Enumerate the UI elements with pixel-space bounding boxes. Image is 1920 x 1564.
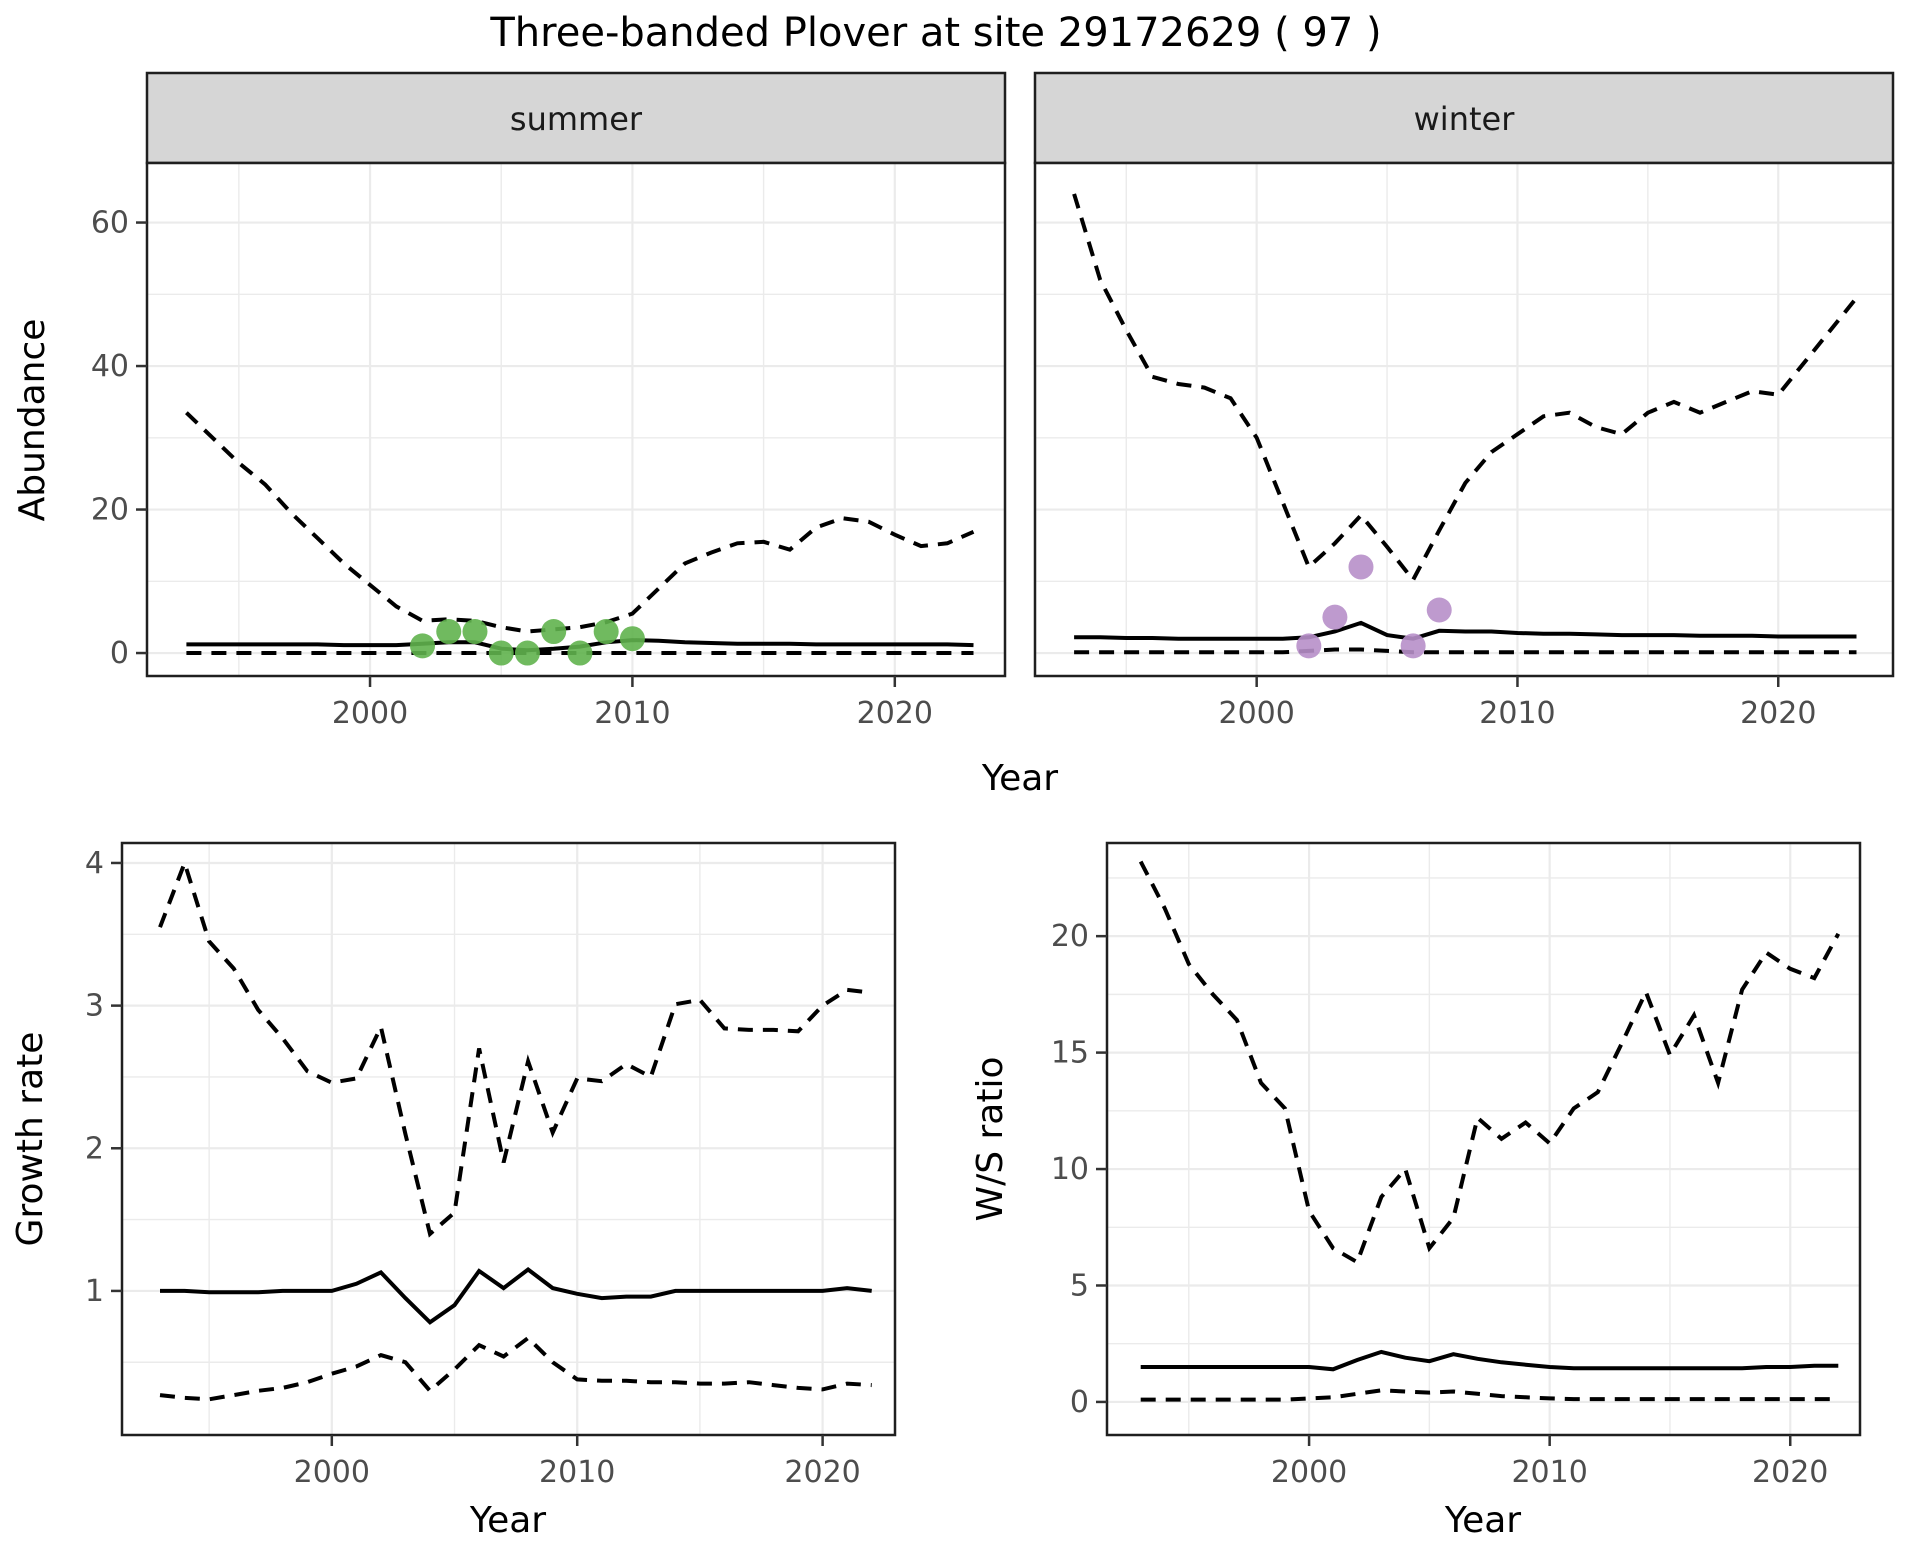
y-tick-label: 20	[1051, 919, 1089, 954]
observed-counts-winter-point	[1322, 604, 1348, 630]
facet-strip-summer: summer	[145, 71, 1007, 165]
y-tick-label: 0	[1070, 1385, 1089, 1420]
panel-growth-rate: 2000 2010 2020 1 2 3 4	[85, 841, 897, 1490]
observed-counts-summer-point	[514, 640, 540, 666]
x-tick-label: 2010	[1479, 696, 1555, 731]
facet-strip-winter: winter	[1033, 71, 1895, 165]
facet-strip-summer-bg	[145, 71, 1007, 165]
y-axis-title-growth-rate: Growth rate	[10, 1032, 51, 1247]
observed-counts-summer-point	[567, 640, 593, 666]
y-tick-label: 0	[110, 636, 129, 671]
y-tick-label: 3	[85, 989, 104, 1024]
series-upper_95ci	[185, 411, 975, 634]
panel-border	[1033, 161, 1895, 678]
series-upper_95ci	[1072, 193, 1859, 584]
panel-abundance-winter: 2000 2010 2020	[1033, 161, 1895, 731]
y-tick-label: 1	[85, 1274, 104, 1309]
y-axis-title-abundance: Abundance	[12, 319, 53, 522]
observed-counts-summer-point	[488, 640, 514, 666]
panel-border	[145, 161, 1007, 678]
series-lower_95ci	[1140, 1388, 1839, 1402]
panel-border	[120, 841, 897, 1437]
panel-background	[147, 163, 1005, 676]
observed-counts-winter-point	[1426, 597, 1452, 623]
x-tick-label: 2010	[1511, 1455, 1587, 1490]
series-lower_95ci	[1074, 647, 1857, 655]
x-tick-label: 2020	[1752, 1455, 1828, 1490]
x-tick-label: 2000	[332, 696, 408, 731]
y-axis-title-ws-ratio: W/S ratio	[970, 1056, 1011, 1221]
observed-counts-summer-point	[619, 626, 645, 652]
y-tick-label: 40	[91, 349, 129, 384]
x-tick-label: 2020	[784, 1455, 860, 1490]
chart-title: Three-banded Plover at site 29172629 ( 9…	[489, 10, 1381, 56]
panel-ws-ratio: 2000 2010 2020 0 5 10 15 20	[1051, 841, 1862, 1490]
facet-strip-winter-bg	[1033, 71, 1895, 165]
y-tick-label: 4	[85, 846, 104, 881]
y-tick-label: 10	[1051, 1152, 1089, 1187]
facet-strip-winter-label: winter	[1414, 100, 1516, 138]
x-tick-label: 2010	[539, 1455, 615, 1490]
observed-counts-winter-point	[1400, 633, 1426, 659]
series-lower_95ci	[159, 1335, 872, 1402]
series-upper_95ci	[1138, 860, 1841, 1266]
panel-background	[1035, 163, 1893, 676]
panel-background	[1107, 843, 1860, 1435]
panel-border	[1105, 841, 1862, 1437]
y-tick-label: 20	[91, 493, 129, 528]
series-median	[1074, 620, 1857, 641]
x-axis-title-year-growth: Year	[469, 1500, 546, 1541]
observed-counts-winter-point	[1296, 633, 1322, 659]
panel-background	[122, 843, 895, 1435]
x-tick-label: 2020	[1740, 696, 1816, 731]
y-tick-label: 60	[91, 206, 129, 241]
x-tick-label: 2020	[857, 696, 933, 731]
observed-counts-summer-point	[541, 619, 567, 645]
x-tick-label: 2000	[1271, 1455, 1347, 1490]
x-tick-label: 2010	[594, 696, 670, 731]
y-tick-label: 2	[85, 1131, 104, 1166]
x-tick-label: 2000	[294, 1455, 370, 1490]
series-median	[1140, 1349, 1839, 1372]
observed-counts-summer-point	[436, 619, 462, 645]
x-axis-title-year-ws: Year	[1444, 1500, 1521, 1541]
x-axis-title-year-top: Year	[981, 758, 1058, 799]
observed-counts-winter-point	[1348, 554, 1374, 580]
observed-counts-summer-point	[462, 619, 488, 645]
y-tick-label: 5	[1070, 1268, 1089, 1303]
y-tick-label: 15	[1051, 1036, 1089, 1071]
facet-strip-summer-label: summer	[510, 100, 643, 138]
observed-counts-summer-point	[410, 633, 436, 659]
series-median	[160, 1266, 872, 1325]
observed-counts-summer-point	[593, 619, 619, 645]
panel-abundance-summer: 2000 2010 2020 0 20 40 60	[91, 161, 1007, 731]
series-upper_95ci	[158, 856, 872, 1238]
x-tick-label: 2000	[1218, 696, 1294, 731]
